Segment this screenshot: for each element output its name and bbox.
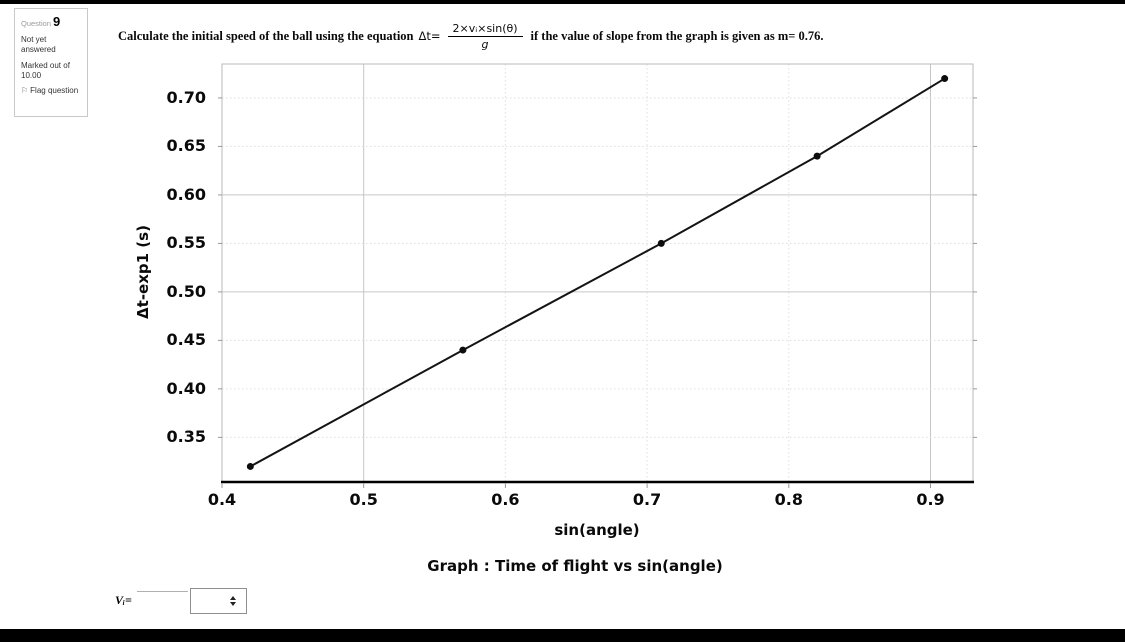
unit-select[interactable] (190, 588, 247, 614)
question-number: 9 (53, 14, 61, 29)
question-status: Not yet answered (21, 34, 56, 55)
select-spinner-icon (230, 596, 236, 606)
question-info-panel: Question 9 Not yet answered Marked out of… (14, 8, 88, 117)
y-tick-label: 0.55 (166, 233, 206, 253)
y-tick-label: 0.35 (166, 427, 206, 447)
formula-fraction: 2×vᵢ×sin(θ) g (447, 22, 523, 51)
y-tick-label: 0.60 (166, 184, 206, 204)
top-black-bar (0, 0, 1125, 4)
answer-input[interactable] (137, 591, 188, 613)
y-tick-label: 0.45 (166, 330, 206, 350)
formula-lhs: Δt= (418, 29, 441, 43)
y-tick-label: 0.40 (166, 378, 206, 398)
x-tick-label: 0.6 (491, 490, 520, 509)
flag-icon: ⚐ (21, 86, 29, 96)
question-label: Question (21, 19, 52, 28)
bottom-black-bar (0, 629, 1125, 642)
formula-numerator: 2×vᵢ×sin(θ) (447, 22, 523, 37)
x-axis-label: sin(angle) (554, 521, 640, 539)
x-tick-label: 0.8 (774, 490, 803, 509)
chart-caption: Graph : Time of flight vs sin(angle) (427, 557, 723, 575)
y-tick-label: 0.65 (166, 136, 206, 156)
question-text-before: Calculate the initial speed of the ball … (118, 28, 414, 43)
answer-label: Vᵢ= (115, 593, 132, 607)
y-axis-label: Δt-exp1 (s) (134, 225, 152, 319)
flag-question-label: Flag question (30, 86, 79, 96)
x-tick-label: 0.7 (632, 490, 662, 509)
formula-denominator: g (481, 37, 489, 51)
question-number-row: Question 9 (21, 14, 83, 31)
y-tick-label: 0.70 (166, 87, 206, 107)
question-text-after: if the value of slope from the graph is … (530, 28, 824, 43)
question-marks: Marked out of 10.00 (21, 60, 70, 81)
question-text: Calculate the initial speed of the ball … (118, 12, 824, 60)
x-tick-label: 0.4 (207, 490, 237, 509)
y-tick-label: 0.50 (166, 281, 206, 301)
flag-question-link[interactable]: ⚐ Flag question (21, 86, 83, 96)
x-tick-label: 0.9 (916, 490, 945, 509)
x-tick-label: 0.5 (349, 490, 378, 509)
